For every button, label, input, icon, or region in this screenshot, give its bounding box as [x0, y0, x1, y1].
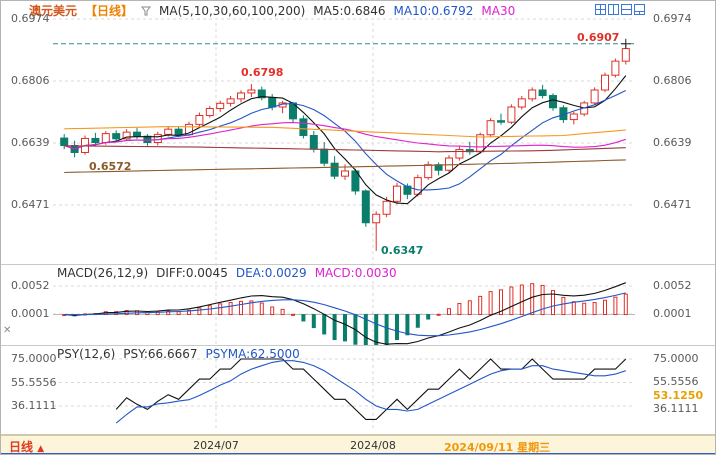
layout-columns-icon[interactable] — [608, 4, 619, 15]
psy-value: PSY:66.6667 — [123, 347, 198, 361]
ma5-value: MA5:0.6846 — [313, 4, 386, 18]
layout-main-sub-icon[interactable] — [634, 4, 645, 15]
period-tab[interactable]: 日线 ▲ — [9, 438, 45, 454]
layout-grid-icon[interactable] — [595, 4, 606, 15]
macd-axis-label: 0.0001 — [653, 307, 692, 320]
macd-axis-label: 0.0001 — [11, 307, 50, 320]
psy-axis-label: 55.5556 — [653, 375, 699, 388]
close-icon[interactable]: ✕ — [3, 325, 12, 336]
macd-axis-label: 0.0052 — [653, 279, 692, 292]
period-label: 【日线】 — [85, 4, 134, 18]
macd-axis-label: 0.0052 — [11, 279, 50, 292]
layout-buttons — [595, 4, 645, 15]
ma200-value-label: 0.6572 — [89, 160, 132, 173]
macd-title: MACD(26,12,9) — [57, 266, 149, 280]
price-axis-label: 0.6639 — [11, 136, 50, 149]
psy-title: PSY(12,6) — [57, 347, 116, 361]
macd-value: MACD:0.0030 — [314, 266, 397, 280]
psyma-value: PSYMA:62.5000 — [205, 347, 300, 361]
psy-header: PSY(12,6) PSY:66.6667 PSYMA:62.5000 — [57, 347, 300, 361]
aug-low-label: 0.6347 — [381, 244, 424, 257]
panel-divider — [1, 434, 715, 435]
psy-axis-label: 75.0000 — [11, 352, 57, 365]
window-bottom-edge — [1, 453, 715, 454]
symbol-name: 澳元美元 — [29, 4, 78, 18]
ma10-value: MA10:0.6792 — [393, 4, 474, 18]
macd-header: MACD(26,12,9) DIFF:0.0045 DEA:0.0029 MAC… — [57, 266, 397, 280]
ma30-value: MA30 — [481, 4, 516, 18]
price-axis-label: 0.6471 — [11, 198, 50, 211]
macd-dea-value: DEA:0.0029 — [235, 266, 307, 280]
july-peak-label: 0.6798 — [241, 66, 284, 79]
axis-date-label: 2024/07 — [193, 439, 239, 452]
psy-current-value-label: 53.1250 — [653, 389, 704, 402]
panel-divider — [1, 345, 715, 346]
panel-divider — [1, 264, 715, 265]
ma-settings-label: MA(5,10,30,60,100,200) — [159, 4, 306, 18]
current-date-label: 2024/09/11 星期三 — [444, 441, 551, 454]
price-axis-label: 0.6806 — [653, 74, 692, 87]
price-axis-label: 0.6639 — [653, 136, 692, 149]
psy-axis-label: 36.1111 — [11, 399, 57, 412]
tab-arrow-icon: ▲ — [37, 444, 45, 454]
psy-axis-label: 75.0000 — [653, 352, 699, 365]
psy-axis-label: 55.5556 — [11, 376, 57, 389]
price-axis-label: 0.6974 — [11, 12, 50, 25]
main-chart-header: 澳元美元 【日线】 MA(5,10,30,60,100,200) MA5:0.6… — [29, 4, 515, 18]
last-high-label: 0.6907 — [577, 31, 620, 44]
axis-date-label: 2024/08 — [350, 439, 396, 452]
psy-axis-label: 36.1111 — [653, 402, 699, 415]
indicator-pin-icon[interactable] — [141, 6, 152, 16]
macd-diff-value: DIFF:0.0045 — [156, 266, 228, 280]
period-tab-label: 日线 — [9, 440, 34, 454]
price-axis-label: 0.6471 — [653, 198, 692, 211]
price-axis-label: 0.6974 — [653, 12, 692, 25]
price-axis-label: 0.6806 — [11, 74, 50, 87]
layout-rows-icon[interactable] — [621, 4, 632, 15]
time-axis-bar: 日线 ▲ 2024/07 2024/08 2024/09/11 星期三 — [1, 435, 715, 454]
